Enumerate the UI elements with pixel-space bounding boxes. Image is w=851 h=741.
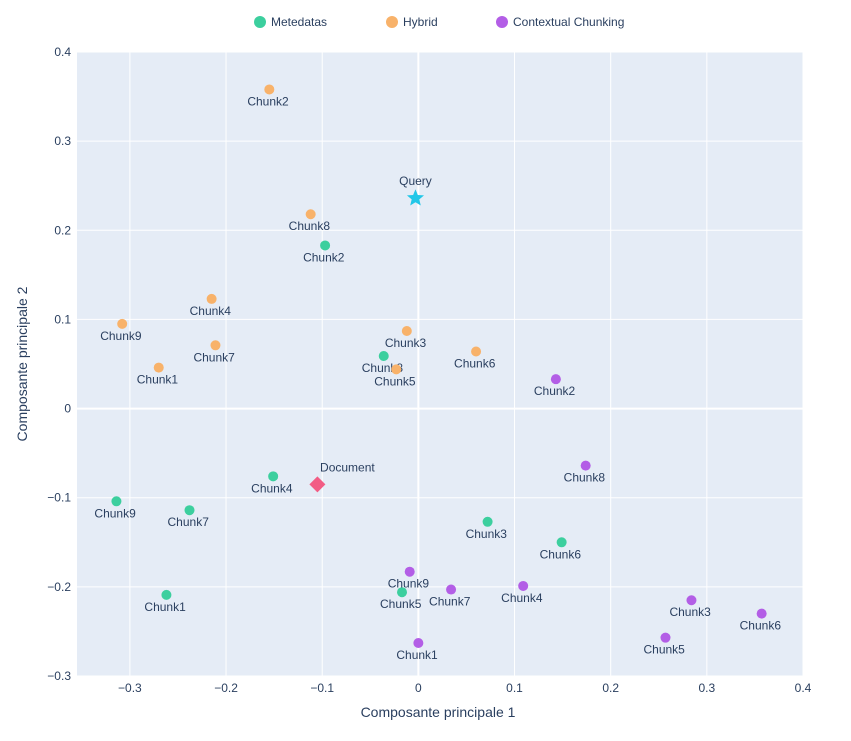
point-label: Chunk2 <box>303 250 345 264</box>
legend-label: Hybrid <box>403 15 438 29</box>
point-marker <box>268 471 279 482</box>
legend-label: Contextual Chunking <box>513 15 624 29</box>
x-tick-label: −0.2 <box>214 681 238 695</box>
point-label: Chunk9 <box>100 329 142 343</box>
point-marker <box>397 587 408 598</box>
point-marker <box>471 346 482 357</box>
y-tick-label: 0.4 <box>54 45 71 59</box>
point-marker <box>117 318 128 329</box>
point-marker <box>518 580 529 591</box>
x-axis-title: Composante principale 1 <box>361 704 516 720</box>
legend-swatch <box>386 16 398 28</box>
point-label: Chunk5 <box>643 643 685 657</box>
point-label: Chunk8 <box>289 219 331 233</box>
y-tick-label: −0.2 <box>47 580 71 594</box>
point-label: Chunk8 <box>564 471 606 485</box>
point-marker <box>210 340 221 351</box>
x-tick-label: 0.4 <box>795 681 812 695</box>
x-tick-label: −0.1 <box>310 681 334 695</box>
point-marker <box>446 584 457 595</box>
point-label: Chunk2 <box>247 94 289 108</box>
point-label: Chunk5 <box>374 374 416 388</box>
x-tick-label: 0.2 <box>602 681 619 695</box>
y-axis-ticks: −0.3 −0.2 −0.1 0 0.1 0.2 0.3 0.4 <box>47 45 71 683</box>
y-axis-title: Composante principale 2 <box>14 286 30 441</box>
point-marker <box>482 516 493 527</box>
x-tick-label: 0.3 <box>698 681 715 695</box>
point-marker <box>686 595 697 606</box>
point-marker <box>550 374 561 385</box>
point-marker <box>305 209 316 220</box>
point-label: Chunk9 <box>388 577 430 591</box>
point-marker <box>391 364 402 375</box>
plot-background <box>77 52 803 676</box>
point-label: Chunk7 <box>193 350 235 364</box>
legend-item[interactable]: Hybrid <box>386 15 438 29</box>
point-marker <box>153 362 164 373</box>
query-star-marker <box>406 189 425 206</box>
legend-swatch <box>496 16 508 28</box>
point-marker <box>378 350 389 361</box>
y-tick-label: −0.3 <box>47 669 71 683</box>
point-label: Chunk1 <box>396 648 438 662</box>
x-tick-label: −0.3 <box>118 681 142 695</box>
point-marker <box>756 608 767 619</box>
y-tick-label: 0.3 <box>54 134 71 148</box>
point-label: Chunk1 <box>137 373 179 387</box>
legend[interactable]: Metedatas Hybrid Contextual Chunking <box>254 15 624 29</box>
point-marker <box>320 240 331 251</box>
point-marker <box>401 326 412 337</box>
legend-item[interactable]: Metedatas <box>254 15 327 29</box>
point-label: Chunk4 <box>251 481 293 495</box>
x-axis-ticks: −0.3 −0.2 −0.1 0 0.1 0.2 0.3 0.4 <box>118 681 812 695</box>
legend-item[interactable]: Contextual Chunking <box>496 15 624 29</box>
point-label: Chunk6 <box>740 619 782 633</box>
point-label: Chunk3 <box>385 336 427 350</box>
legend-label: Metedatas <box>271 15 327 29</box>
x-tick-label: 0 <box>415 681 422 695</box>
grid <box>77 51 804 677</box>
point-marker <box>556 537 567 548</box>
point-label: Chunk7 <box>168 515 210 529</box>
point-label: Chunk3 <box>669 605 711 619</box>
point-marker <box>206 293 217 304</box>
point-marker <box>660 632 671 643</box>
point-label: Chunk1 <box>144 600 186 614</box>
point-label: Chunk7 <box>429 595 471 609</box>
document-label: Document <box>320 460 375 474</box>
document-diamond-marker <box>309 476 326 493</box>
y-tick-label: −0.1 <box>47 491 71 505</box>
point-label: Chunk2 <box>534 384 576 398</box>
point-marker <box>161 589 172 600</box>
point-label: Chunk5 <box>380 597 422 611</box>
y-tick-label: 0.1 <box>54 312 71 326</box>
point-label: Chunk6 <box>540 547 582 561</box>
point-marker <box>111 496 122 507</box>
point-marker <box>264 84 275 95</box>
point-label: Chunk4 <box>190 304 232 318</box>
point-label: Chunk6 <box>454 357 496 371</box>
data-points: Chunk1 Chunk2 Chunk3 Chunk4 Chunk5 Chunk6 Chun… <box>94 84 781 662</box>
legend-swatch <box>254 16 266 28</box>
y-tick-label: 0 <box>64 402 71 416</box>
point-marker <box>413 638 424 649</box>
point-marker <box>184 505 195 516</box>
query-label: Query <box>399 174 432 188</box>
point-label: Chunk4 <box>501 591 543 605</box>
point-label: Chunk9 <box>94 506 136 520</box>
x-tick-label: 0.1 <box>506 681 523 695</box>
point-marker <box>404 566 415 577</box>
y-tick-label: 0.2 <box>54 223 71 237</box>
point-marker <box>580 460 591 471</box>
point-label: Chunk3 <box>466 527 508 541</box>
